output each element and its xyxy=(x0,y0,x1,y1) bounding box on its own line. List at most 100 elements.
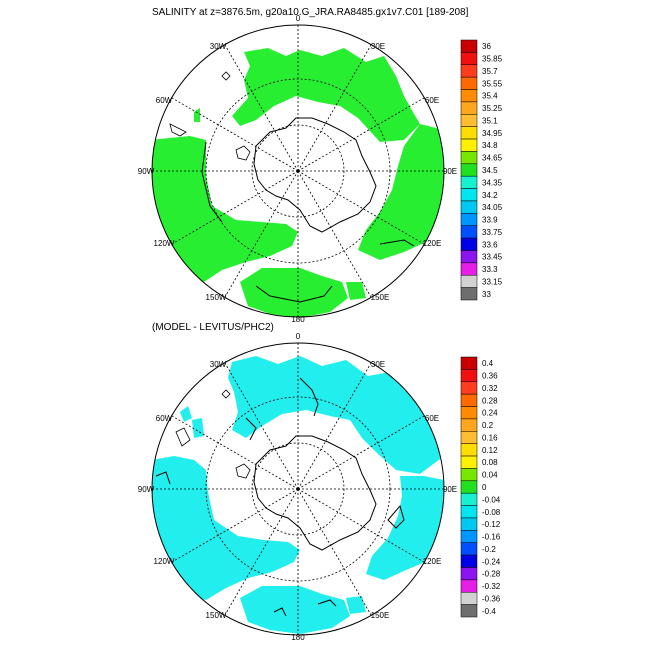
bottom-lon-label: 30E xyxy=(371,360,385,369)
colorbar-tick-label: 0.2 xyxy=(482,421,494,430)
colorbar-tick-label: -0.36 xyxy=(482,594,501,603)
colorbar-swatch xyxy=(460,250,478,264)
colorbar-tick-label: 35.4 xyxy=(482,92,498,101)
colorbar-swatch xyxy=(460,188,478,202)
colorbar-tick-label: 0.32 xyxy=(482,384,498,393)
top-lon-label: 60E xyxy=(425,96,439,105)
bottom-colorbar: 0.4 0.36 0.32 0.28 0.24 0.2 0.16 0.12 0.08 0.04 0 -… xyxy=(460,356,501,618)
top-salinity-field xyxy=(152,48,444,317)
top-lon-labels: 0 30E 60E 90E 120E 150E 180 150W 120W 90… xyxy=(138,14,457,324)
top-lon-label: 180 xyxy=(291,315,305,324)
bottom-lon-label: 30W xyxy=(210,360,227,369)
bottom-lon-label: 180 xyxy=(291,633,305,642)
colorbar-swatch xyxy=(460,431,478,444)
top-antarctica-outline xyxy=(253,117,377,233)
colorbar-swatch xyxy=(460,274,478,288)
bottom-difference-field xyxy=(152,356,444,634)
bottom-lon-label: 60W xyxy=(156,414,173,423)
colorbar-tick-label: 36 xyxy=(482,42,491,51)
colorbar-swatch xyxy=(460,492,478,506)
colorbar-tick-label: 35.25 xyxy=(482,104,503,113)
colorbar-swatch xyxy=(460,418,478,432)
top-polar-map: 0 30E 60E 90E 120E 150E 180 150W 120W 90… xyxy=(138,14,457,324)
colorbar-swatch xyxy=(460,89,478,103)
bottom-lon-label: 60E xyxy=(425,414,439,423)
colorbar-tick-label: 33.6 xyxy=(482,240,498,249)
colorbar-swatch xyxy=(460,443,478,457)
colorbar-swatch xyxy=(460,114,478,127)
top-lon-label: 90W xyxy=(138,167,155,176)
colorbar-tick-label: -0.24 xyxy=(482,557,501,566)
top-lon-label: 30W xyxy=(210,42,227,51)
bottom-graticule xyxy=(152,343,444,635)
bottom-lon-label: 90W xyxy=(138,485,155,494)
colorbar-tick-label: 33.75 xyxy=(482,228,503,237)
colorbar-swatch xyxy=(460,480,478,494)
colorbar-tick-label: 33 xyxy=(482,290,491,299)
colorbar-swatch xyxy=(460,76,478,90)
colorbar-tick-label: 34.8 xyxy=(482,141,498,150)
colorbar-tick-label: 35.55 xyxy=(482,79,503,88)
colorbar-tick-label: 0.08 xyxy=(482,458,498,467)
top-lon-label: 120W xyxy=(154,239,175,248)
colorbar-tick-label: 33.3 xyxy=(482,265,498,274)
colorbar-swatch xyxy=(460,175,478,189)
colorbar-tick-label: -0.4 xyxy=(482,607,496,616)
colorbar-tick-label: 0.04 xyxy=(482,471,498,480)
top-lon-label: 30E xyxy=(371,42,385,51)
colorbar-tick-label: -0.04 xyxy=(482,495,501,504)
colorbar-swatch xyxy=(460,567,478,581)
colorbar-tick-label: 35.1 xyxy=(482,116,498,125)
top-lon-label: 150W xyxy=(206,293,227,302)
colorbar-tick-label: 0.16 xyxy=(482,433,498,442)
colorbar-swatch xyxy=(460,406,478,420)
top-colorbar: 36 35.85 35.7 35.55 35.4 35.25 35.1 34.95 34.8 34… xyxy=(460,39,503,301)
colorbar-swatch xyxy=(460,393,478,407)
colorbar-tick-label: 34.95 xyxy=(482,129,503,138)
bottom-lon-label: 120W xyxy=(154,557,175,566)
colorbar-swatch xyxy=(460,39,478,53)
colorbar-swatch xyxy=(460,591,478,605)
colorbar-swatch xyxy=(460,356,478,370)
colorbar-swatch xyxy=(460,455,478,469)
top-graticule xyxy=(152,25,444,317)
colorbar-swatch xyxy=(460,287,478,301)
colorbar-swatch xyxy=(460,604,478,618)
colorbar-tick-label: 0.12 xyxy=(482,446,498,455)
colorbar-tick-label: 0.36 xyxy=(482,372,498,381)
top-lon-label: 90E xyxy=(443,167,457,176)
colorbar-tick-label: 34.2 xyxy=(482,191,498,200)
colorbar-swatch xyxy=(460,554,478,568)
bottom-lon-label: 90E xyxy=(443,485,457,494)
colorbar-swatch xyxy=(460,237,478,251)
colorbar-tick-label: 0.4 xyxy=(482,359,494,368)
colorbar-tick-label: 33.9 xyxy=(482,216,498,225)
top-lon-label: 120E xyxy=(423,239,442,248)
colorbar-swatch xyxy=(460,225,478,239)
top-lon-label: 60W xyxy=(156,96,173,105)
colorbar-tick-label: -0.16 xyxy=(482,533,501,542)
colorbar-swatch xyxy=(460,579,478,593)
colorbar-tick-label: 34.5 xyxy=(482,166,498,175)
bottom-antarctica-outline xyxy=(253,435,377,551)
colorbar-swatch xyxy=(460,52,478,66)
bottom-lon-label: 0 xyxy=(296,332,301,341)
colorbar-swatch xyxy=(460,517,478,531)
bottom-lon-label: 120E xyxy=(423,557,442,566)
top-map-border xyxy=(151,24,445,318)
colorbar-swatch xyxy=(460,468,478,482)
bottom-polar-map: 0 30E 60E 90E 120E 150E 180 150W 120W 90… xyxy=(138,332,457,642)
colorbar-swatch xyxy=(460,126,478,140)
colorbar-tick-label: 33.45 xyxy=(482,253,503,262)
top-lon-label: 150E xyxy=(371,293,390,302)
colorbar-tick-label: 33.15 xyxy=(482,277,503,286)
colorbar-swatch xyxy=(460,381,478,395)
colorbar-tick-label: -0.28 xyxy=(482,570,501,579)
colorbar-swatch xyxy=(460,138,478,152)
bottom-lon-label: 150E xyxy=(371,611,390,620)
colorbar-tick-label: -0.08 xyxy=(482,508,501,517)
colorbar-tick-label: 0 xyxy=(482,483,487,492)
colorbar-tick-label: 35.85 xyxy=(482,55,503,64)
colorbar-tick-label: -0.32 xyxy=(482,582,501,591)
